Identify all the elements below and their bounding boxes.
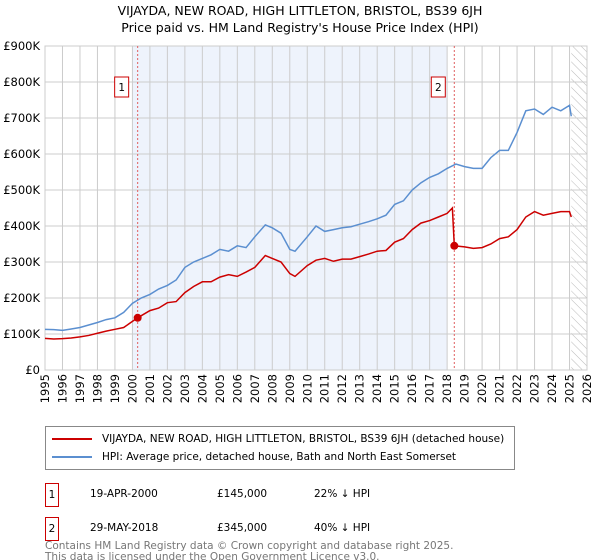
x-tick-label: 1998 bbox=[90, 374, 104, 403]
subtitle-line: Price paid vs. HM Land Registry's House … bbox=[121, 20, 479, 35]
x-tick-label: 2015 bbox=[388, 374, 402, 403]
x-tick-label: 2020 bbox=[475, 374, 489, 403]
x-tick-label: 2002 bbox=[160, 374, 174, 403]
x-tick-label: 2010 bbox=[300, 374, 314, 403]
x-tick-label: 2008 bbox=[265, 374, 279, 403]
x-tick-label: 2026 bbox=[580, 374, 594, 403]
footer-line: Contains HM Land Registry data © Crown c… bbox=[45, 540, 454, 552]
x-tick-label: 2007 bbox=[248, 374, 262, 403]
x-tick-label: 1996 bbox=[55, 374, 69, 403]
x-tick-label: 2003 bbox=[178, 374, 192, 403]
forecast-hatch bbox=[571, 46, 587, 370]
x-tick-label: 2013 bbox=[353, 374, 367, 403]
legend-label: HPI: Average price, detached house, Bath… bbox=[102, 451, 457, 463]
transaction-price: £145,000 bbox=[217, 488, 268, 500]
x-tick-label: 2016 bbox=[405, 374, 419, 403]
y-tick-label: £100K bbox=[3, 327, 40, 341]
legend-item-hpi: HPI: Average price, detached house, Bath… bbox=[52, 448, 456, 466]
y-tick-label: £500K bbox=[3, 183, 40, 197]
x-tick-label: 2011 bbox=[318, 374, 332, 403]
y-tick-label: £0 bbox=[25, 363, 40, 377]
x-tick-label: 2023 bbox=[528, 374, 542, 403]
chart-title: VIJAYDA, NEW ROAD, HIGH LITTLETON, BRIST… bbox=[0, 2, 600, 36]
x-tick-label: 2005 bbox=[213, 374, 227, 403]
legend: VIJAYDA, NEW ROAD, HIGH LITTLETON, BRIST… bbox=[45, 426, 515, 470]
annotation-box bbox=[114, 76, 130, 98]
x-tick-label: 2025 bbox=[563, 374, 577, 403]
x-tick-label: 1997 bbox=[73, 374, 87, 403]
x-tick-label: 2024 bbox=[545, 374, 559, 403]
transaction-row: 2 29-MAY-2018 £345,000 40% ↓ HPI bbox=[45, 517, 545, 541]
x-tick-label: 2021 bbox=[493, 374, 507, 403]
transaction-price: £345,000 bbox=[217, 522, 268, 534]
annotation-label: 2 bbox=[435, 82, 442, 94]
transaction-row: 1 19-APR-2000 £145,000 22% ↓ HPI bbox=[45, 483, 545, 507]
transaction-date: 19-APR-2000 bbox=[90, 488, 158, 500]
x-tick-label: 2019 bbox=[458, 374, 472, 403]
legend-label: VIJAYDA, NEW ROAD, HIGH LITTLETON, BRIST… bbox=[102, 433, 505, 445]
transaction-date: 29-MAY-2018 bbox=[90, 522, 159, 534]
y-tick-label: £200K bbox=[3, 291, 40, 305]
x-tick-label: 2012 bbox=[335, 374, 349, 403]
legend-swatch-blue bbox=[52, 456, 92, 458]
title-line: VIJAYDA, NEW ROAD, HIGH LITTLETON, BRIST… bbox=[117, 3, 483, 18]
annotation-box bbox=[430, 76, 446, 98]
y-tick-label: £300K bbox=[3, 255, 40, 269]
y-tick-label: £800K bbox=[3, 75, 40, 89]
footer-line: This data is licensed under the Open Gov… bbox=[45, 551, 380, 560]
x-tick-label: 2022 bbox=[510, 374, 524, 403]
y-tick-label: £400K bbox=[3, 219, 40, 233]
transaction-badge: 2 bbox=[45, 517, 59, 541]
x-tick-label: 2000 bbox=[125, 374, 139, 403]
transaction-delta: 22% ↓ HPI bbox=[314, 488, 371, 500]
sale-point bbox=[133, 313, 142, 322]
legend-item-property: VIJAYDA, NEW ROAD, HIGH LITTLETON, BRIST… bbox=[52, 430, 504, 448]
transaction-delta: 40% ↓ HPI bbox=[314, 522, 371, 534]
x-tick-label: 2004 bbox=[195, 374, 209, 403]
price-chart: £0 £100K £200K £300K £400K £500K £600K £700K £80… bbox=[3, 39, 594, 403]
annotation-label: 1 bbox=[118, 82, 125, 94]
x-tick-label: 2009 bbox=[283, 374, 297, 403]
hpi-line bbox=[44, 104, 573, 332]
x-tick-label: 2006 bbox=[230, 374, 244, 403]
x-tick-label: 2014 bbox=[370, 374, 384, 403]
property-price-line bbox=[44, 206, 572, 340]
footer: Contains HM Land Registry data © Crown c… bbox=[45, 541, 453, 560]
x-tick-label: 1999 bbox=[108, 374, 122, 403]
y-tick-label: £900K bbox=[3, 39, 40, 53]
x-tick-label: 2018 bbox=[440, 374, 454, 403]
transaction-badge: 1 bbox=[45, 483, 59, 507]
plot-border bbox=[44, 45, 588, 371]
x-tick-label: 2001 bbox=[143, 374, 157, 403]
sale-point bbox=[450, 241, 459, 250]
x-tick-label: 1995 bbox=[38, 374, 52, 403]
x-tick-label: 2017 bbox=[423, 374, 437, 403]
y-tick-label: £600K bbox=[3, 147, 40, 161]
legend-swatch-red bbox=[52, 438, 92, 440]
y-tick-label: £700K bbox=[3, 111, 40, 125]
